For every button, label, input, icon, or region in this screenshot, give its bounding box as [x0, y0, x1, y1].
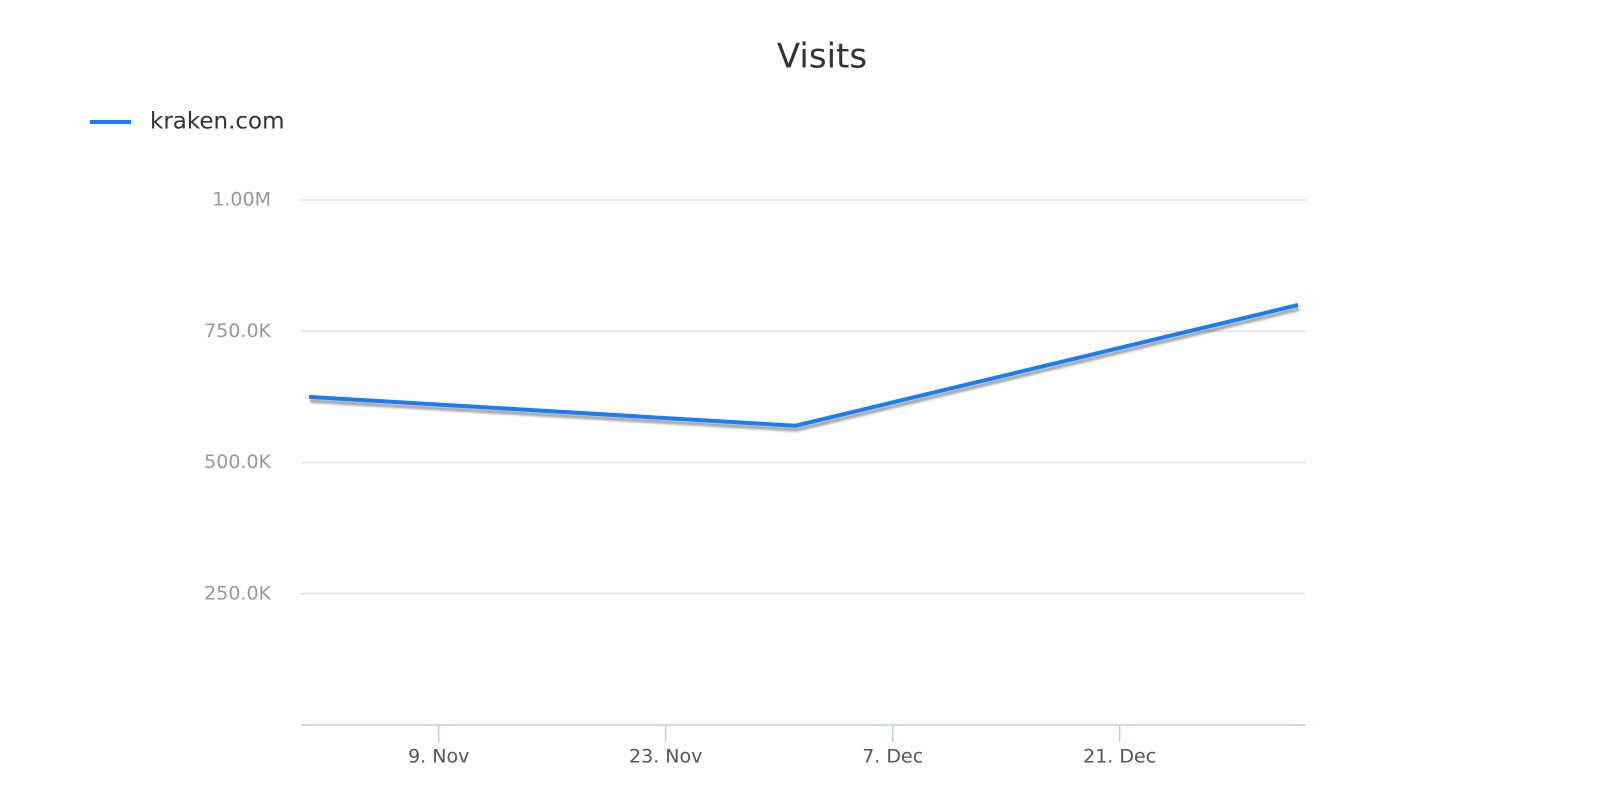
chart-title: Visits — [777, 37, 867, 77]
y-tick-label: 1.00M — [212, 189, 271, 211]
series-line — [308, 303, 1299, 428]
x-tick-label: 7. Dec — [862, 746, 923, 768]
legend-label: kraken.com — [150, 109, 285, 135]
x-tick-label: 23. Nov — [629, 746, 702, 768]
y-tick-label: 750.0K — [204, 320, 271, 342]
x-tick-label: 9. Nov — [408, 746, 469, 768]
y-tick-label: 500.0K — [204, 451, 271, 473]
y-tick-label: 250.0K — [204, 582, 271, 604]
x-tick-label: 21. Dec — [1083, 746, 1156, 768]
